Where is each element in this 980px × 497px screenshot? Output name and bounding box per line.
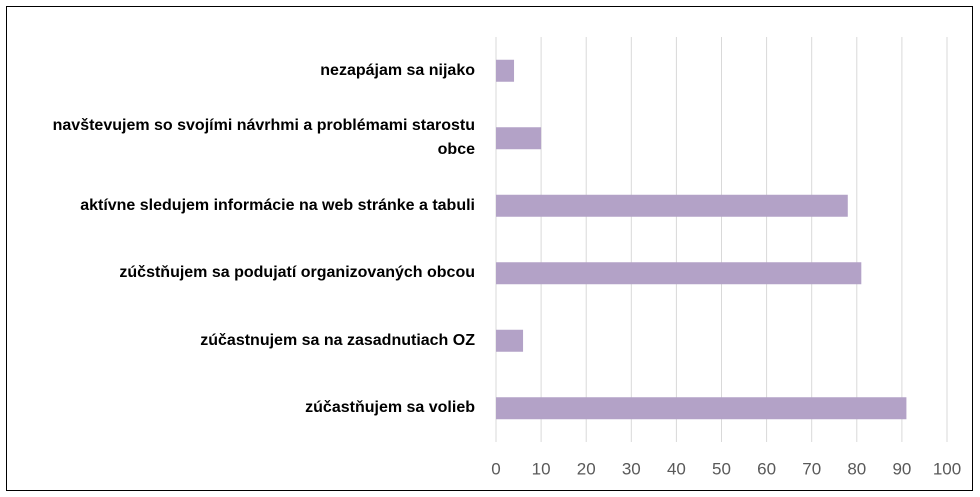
y-tick-label: zúčstňujem sa podujatí organizovaných ob… bbox=[119, 264, 475, 282]
bar bbox=[496, 329, 524, 352]
x-tick-label: 70 bbox=[802, 459, 821, 478]
bar bbox=[496, 397, 907, 420]
x-tick-label: 20 bbox=[577, 459, 596, 478]
border bbox=[6, 6, 973, 491]
y-tick-label: nezapájam sa nijako bbox=[320, 61, 475, 79]
y-tick-label: zúčastnujem sa na zasadnutiach OZ bbox=[200, 331, 475, 349]
bar bbox=[496, 262, 862, 285]
y-tick-label: navštevujem so svojími návrhmi a problém… bbox=[52, 117, 475, 159]
x-tick-label: 90 bbox=[892, 459, 911, 478]
y-tick-label: aktívne sledujem informácie na web strán… bbox=[80, 196, 475, 214]
bar bbox=[496, 194, 848, 217]
bar bbox=[496, 127, 542, 150]
x-tick-label: 60 bbox=[757, 459, 776, 478]
x-tick-label: 30 bbox=[622, 459, 641, 478]
x-tick-label: 40 bbox=[667, 459, 686, 478]
y-tick-label: zúčastňujem sa volieb bbox=[305, 399, 475, 417]
x-tick-label: 0 bbox=[491, 459, 500, 478]
bar bbox=[496, 59, 515, 82]
x-tick-label: 10 bbox=[532, 459, 551, 478]
x-tick-label: 80 bbox=[847, 459, 866, 478]
x-tick-label: 100 bbox=[933, 459, 961, 478]
x-tick-label: 50 bbox=[712, 459, 731, 478]
